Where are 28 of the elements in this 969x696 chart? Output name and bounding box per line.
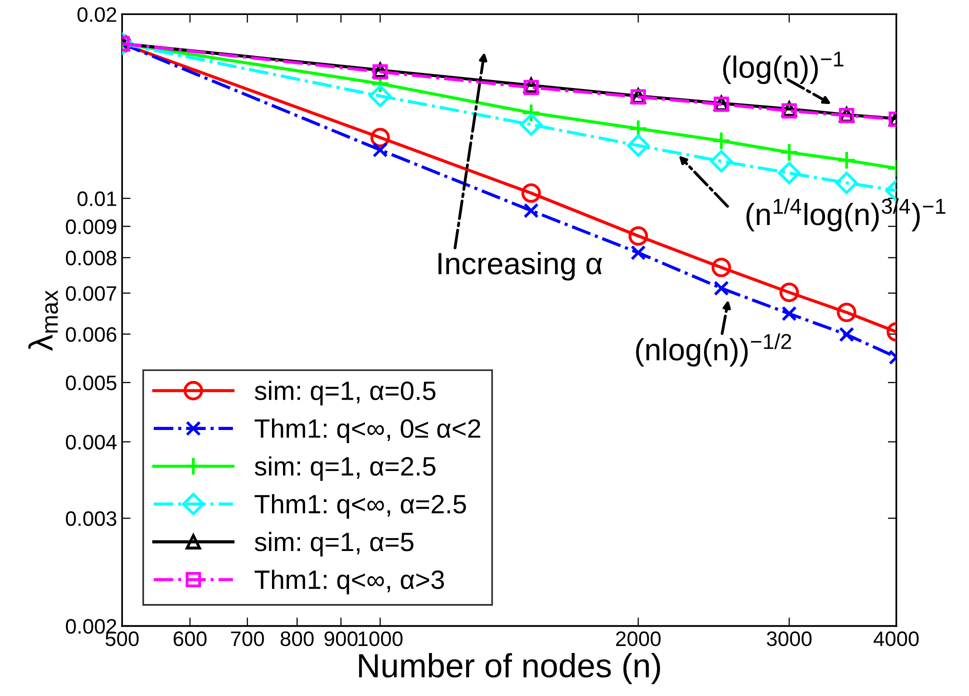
y-tick-label: 0.005 bbox=[66, 376, 116, 390]
x-tick-label: 1000 bbox=[358, 631, 403, 646]
legend-label: sim: q=1, α=5 bbox=[254, 532, 414, 557]
x-tick-label: 600 bbox=[174, 631, 207, 646]
y-axis-title: λ$_{max}$ bbox=[28, 290, 58, 351]
y-tick-label: 0.008 bbox=[66, 250, 116, 266]
x-tick-label: 2000 bbox=[616, 631, 661, 646]
y-tick-label: 0.01 bbox=[78, 191, 116, 206]
x-tick-label: 700 bbox=[231, 631, 264, 646]
legend-label: sim: q=1, α=0.5 bbox=[254, 380, 436, 406]
x-tick-label: 3000 bbox=[766, 631, 812, 646]
y-tick-label: 0.009 bbox=[66, 219, 116, 234]
y-tick-label: 0.02 bbox=[78, 7, 116, 22]
x-axis-title: Number of nodes (n) bbox=[359, 653, 660, 684]
annotation: (nlog(n))$^{−1/2}$ bbox=[636, 333, 792, 367]
annotation: Increasing α bbox=[438, 252, 602, 280]
legend-label: Thm1: q<∞, 0≤ α<2 bbox=[254, 418, 480, 444]
x-tick-label: 800 bbox=[280, 631, 314, 646]
legend-label: Thm1: q<∞, α=2.5 bbox=[254, 494, 466, 519]
y-tick-label: 0.004 bbox=[66, 434, 117, 450]
legend-label: Thm1: q<∞, α>3 bbox=[254, 570, 444, 594]
x-tick-label: 4000 bbox=[874, 631, 919, 646]
annotation: (log(n))$^{−1}$ bbox=[723, 52, 844, 84]
legend-label: sim: q=1, α=2.5 bbox=[254, 456, 436, 481]
x-tick-label: 900 bbox=[324, 631, 358, 646]
y-tick-label: 0.003 bbox=[66, 511, 116, 526]
y-tick-label: 0.007 bbox=[66, 286, 116, 301]
y-tick-label: 0.006 bbox=[66, 327, 116, 342]
